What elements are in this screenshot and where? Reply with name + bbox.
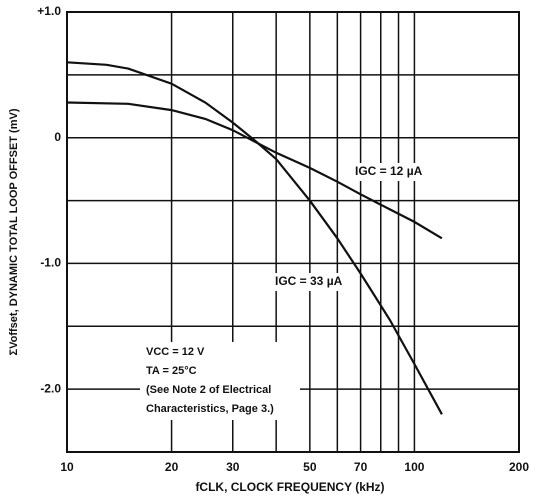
x-axis-label: fCLK, CLOCK FREQUENCY (kHz) [195, 480, 384, 494]
x-tick-label: 10 [60, 460, 74, 474]
note: Characteristics, Page 3.) [146, 403, 274, 415]
label-bg [271, 273, 359, 291]
y-tick-label: -1.0 [40, 256, 61, 270]
x-tick-label: 100 [404, 460, 424, 474]
y-tick-label: 0 [54, 130, 61, 144]
x-tick-label: 50 [303, 460, 317, 474]
y-axis-label: ΣVoffset, DYNAMIC TOTAL LOOP OFFSET (mV) [8, 108, 20, 355]
y-tick-label: +1.0 [37, 4, 61, 18]
series-label: IGC = 12 µA [355, 164, 423, 178]
y-tick-label: -2.0 [40, 381, 61, 395]
series-line [66, 101, 443, 240]
note: VCC = 12 V [146, 346, 205, 358]
x-tick-label: 20 [165, 460, 179, 474]
x-tick-label: 200 [509, 460, 529, 474]
note: TA = 25°C [146, 365, 197, 377]
notes-bg [140, 342, 300, 420]
x-tick-label: 70 [354, 460, 368, 474]
label-bg [351, 163, 439, 181]
series-line [66, 61, 443, 415]
plot-frame [66, 11, 520, 453]
note: (See Note 2 of Electrical [146, 384, 271, 396]
series-label: IGC = 33 µA [275, 274, 343, 288]
x-tick-label: 30 [226, 460, 240, 474]
